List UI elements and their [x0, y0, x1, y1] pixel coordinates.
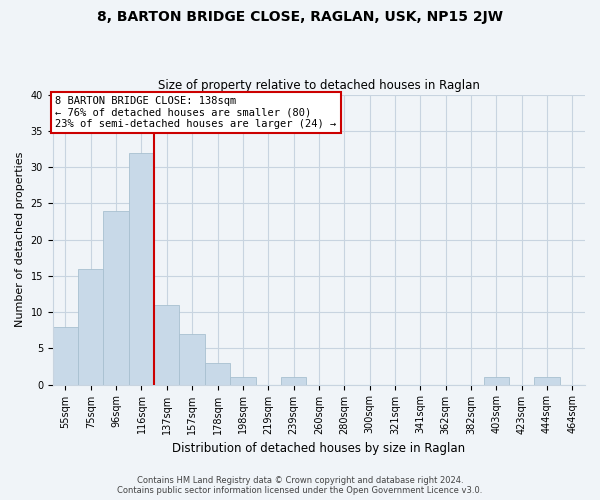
Bar — [179, 334, 205, 384]
Title: Size of property relative to detached houses in Raglan: Size of property relative to detached ho… — [158, 79, 480, 92]
Bar — [281, 378, 306, 384]
Bar — [484, 378, 509, 384]
Bar — [53, 326, 78, 384]
Text: Contains HM Land Registry data © Crown copyright and database right 2024.
Contai: Contains HM Land Registry data © Crown c… — [118, 476, 482, 495]
Bar — [129, 152, 154, 384]
Y-axis label: Number of detached properties: Number of detached properties — [15, 152, 25, 327]
Text: 8 BARTON BRIDGE CLOSE: 138sqm
← 76% of detached houses are smaller (80)
23% of s: 8 BARTON BRIDGE CLOSE: 138sqm ← 76% of d… — [55, 96, 337, 129]
Bar — [78, 268, 103, 384]
Bar — [230, 378, 256, 384]
Bar — [154, 305, 179, 384]
Text: 8, BARTON BRIDGE CLOSE, RAGLAN, USK, NP15 2JW: 8, BARTON BRIDGE CLOSE, RAGLAN, USK, NP1… — [97, 10, 503, 24]
Bar — [103, 210, 129, 384]
Bar — [205, 363, 230, 384]
Bar — [535, 378, 560, 384]
X-axis label: Distribution of detached houses by size in Raglan: Distribution of detached houses by size … — [172, 442, 466, 455]
